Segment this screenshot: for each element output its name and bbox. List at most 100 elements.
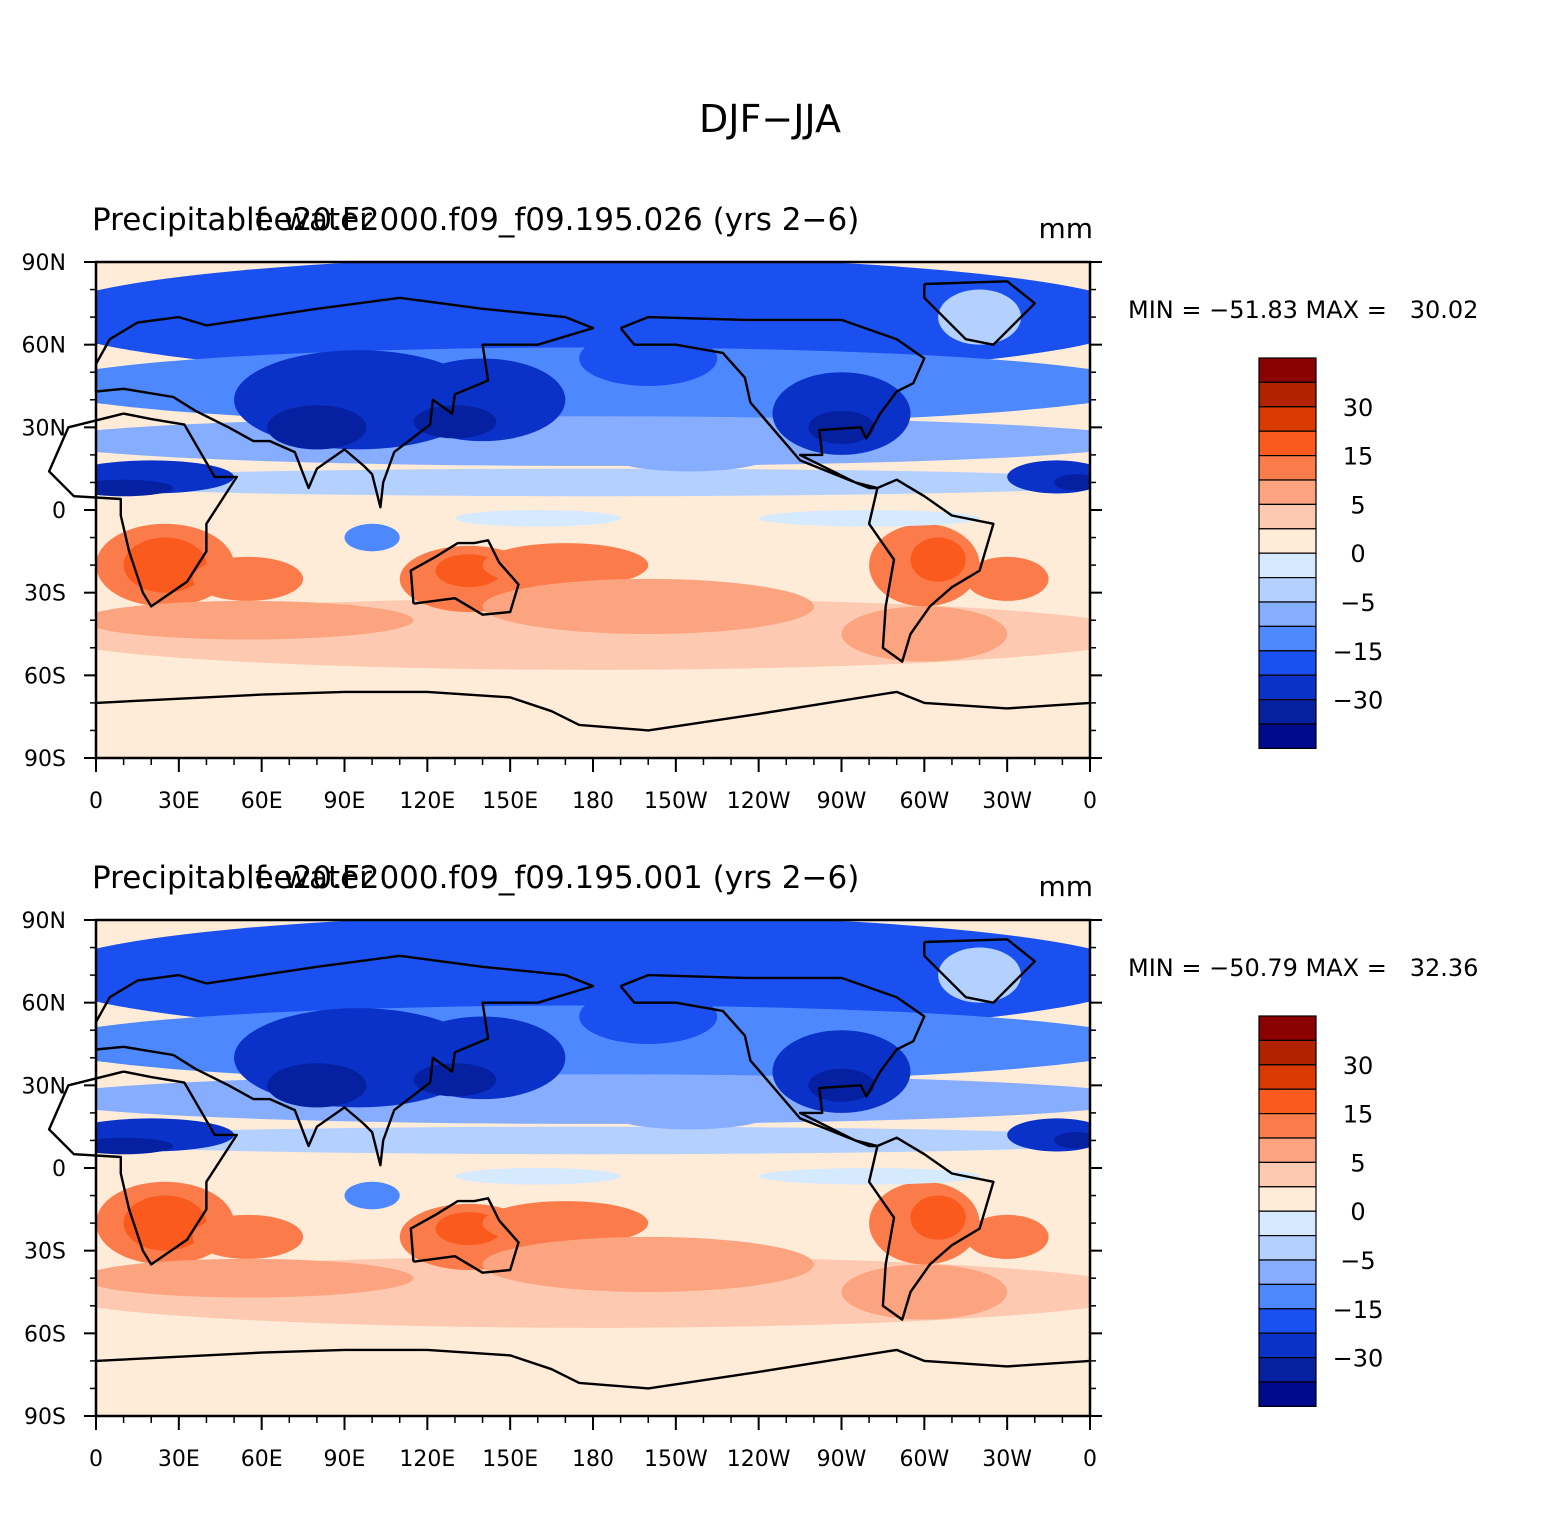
lon-tick-label: 30W [982, 1447, 1032, 1472]
colorbar-swatch [1258, 1088, 1317, 1115]
colorbar-label: −15 [1333, 638, 1384, 666]
colorbar-swatch [1258, 674, 1317, 701]
lon-tick-label: 30E [158, 1447, 200, 1472]
colorbar-swatch [1258, 1161, 1317, 1188]
colorbar-label: 0 [1350, 540, 1365, 568]
field-contour-region [96, 479, 174, 497]
colorbar-swatch [1258, 357, 1317, 383]
lon-tick-label: 30W [982, 789, 1032, 814]
colorbar-swatch [1258, 601, 1317, 627]
field-contour-region [938, 289, 1021, 345]
field-contour-region [96, 1258, 414, 1298]
field-contour-region [344, 523, 400, 552]
field-contour-region [454, 1168, 621, 1185]
field-contour-region [267, 1063, 367, 1108]
panel-1-units: mm [1038, 212, 1093, 245]
field-contour-region [96, 672, 1090, 758]
coastline [923, 938, 1036, 1004]
field-contour-region [344, 1181, 400, 1210]
colorbar-swatch [1258, 406, 1317, 432]
lon-tick-label: 0 [1083, 789, 1097, 814]
lat-tick-label: 60N [22, 992, 66, 1017]
colorbar-swatch [1258, 455, 1317, 481]
lat-tick-label: 90S [24, 747, 66, 772]
map-panel-1: Precipitable water f.e20.F2000.f09_f09.1… [22, 202, 1479, 814]
coastline [47, 412, 238, 608]
lon-tick-label: 60W [899, 789, 949, 814]
colorbar-swatch [1258, 528, 1317, 554]
field-contour-region [579, 330, 718, 387]
field-contour-region [482, 1201, 649, 1246]
colorbar-swatch [1258, 1015, 1317, 1041]
lat-tick-label: 0 [52, 499, 66, 524]
colorbar-swatch [1258, 625, 1317, 652]
field-contour-region [1054, 1132, 1090, 1149]
panel-1-center-title: f.e20.F2000.f09_f09.195.026 (yrs 2−6) [255, 202, 859, 238]
field-contour-region [96, 262, 1090, 378]
field-contour-region [606, 438, 773, 472]
field-contour-region [454, 510, 621, 527]
lat-tick-label: 0 [52, 1157, 66, 1182]
field-contour-region [1007, 1118, 1090, 1152]
lon-tick-label: 120E [399, 1447, 455, 1472]
field-contour-region [96, 416, 1090, 466]
lat-tick-label: 90S [24, 1405, 66, 1430]
colorbar-label: 5 [1350, 491, 1365, 519]
panel-1-coastlines [47, 280, 1091, 732]
field-contour-region [413, 405, 497, 439]
field-contour-region [662, 471, 828, 494]
field-contour-region [965, 556, 1049, 601]
lon-tick-label: 150W [644, 789, 708, 814]
field-contour-region [1054, 474, 1090, 491]
coastline [619, 973, 926, 1148]
lat-tick-label: 90N [22, 251, 66, 276]
colorbar-label: −5 [1340, 1247, 1375, 1275]
panel-1-field [96, 262, 1090, 758]
panel-2-axes: 90N 60N 30N 0 30S 60S 90S 0 30E 60E 90E 120E 150E 180… [22, 909, 1102, 1472]
field-contour-region [192, 1214, 304, 1259]
field-contour-region [482, 1236, 814, 1292]
panel-2-coastlines [47, 938, 1091, 1390]
field-contour-region [808, 410, 875, 444]
colorbar-swatch [1258, 1137, 1317, 1163]
field-contour-region [579, 988, 718, 1044]
panel-2-units: mm [1038, 870, 1093, 903]
lon-tick-label: 90W [817, 1447, 867, 1472]
coastline [867, 478, 995, 663]
colorbar-label: −5 [1340, 589, 1375, 617]
field-contour-region [662, 1129, 828, 1152]
colorbar-swatch [1258, 723, 1317, 749]
field-contour-region [482, 543, 649, 588]
field-contour-region [606, 1096, 773, 1130]
coastline [95, 1348, 1091, 1390]
lat-tick-label: 60N [22, 334, 66, 359]
colorbar-swatch [1258, 650, 1317, 676]
colorbar-swatch [1258, 503, 1317, 530]
colorbar-swatch [1258, 430, 1317, 457]
lon-tick-label: 0 [1083, 1447, 1097, 1472]
field-contour-region [910, 537, 966, 582]
panel-1-left-title: Precipitable water [92, 202, 372, 238]
field-contour-region [758, 1168, 980, 1185]
lon-tick-label: 90W [817, 789, 867, 814]
lon-tick-label: 150E [482, 1447, 538, 1472]
lon-tick-label: 120E [399, 789, 455, 814]
panel-1-axes: 90N 60N 30N 0 30S 60S 90S 0 30E 60E 90E 120E 150E 180… [22, 251, 1102, 814]
colorbar-swatch [1258, 1381, 1317, 1407]
field-contour-region [96, 1074, 1090, 1124]
coastline [94, 296, 595, 509]
colorbar-label: −15 [1333, 1296, 1384, 1324]
panel-2-stats: MIN = −50.79 MAX = 32.36 [1128, 954, 1478, 982]
colorbar-swatch [1258, 1064, 1317, 1090]
colorbar-swatch [1258, 1283, 1317, 1310]
field-contour-region [808, 1068, 875, 1102]
colorbar-swatch [1258, 1356, 1317, 1383]
field-contour-region [1007, 460, 1090, 494]
figure-title: DJF−JJA [699, 97, 841, 141]
colorbar-label: −30 [1333, 1345, 1384, 1373]
coastline [867, 1136, 995, 1321]
colorbar-swatch [1258, 1186, 1317, 1212]
lat-tick-label: 30N [22, 416, 66, 441]
colorbar-swatch [1258, 552, 1317, 579]
